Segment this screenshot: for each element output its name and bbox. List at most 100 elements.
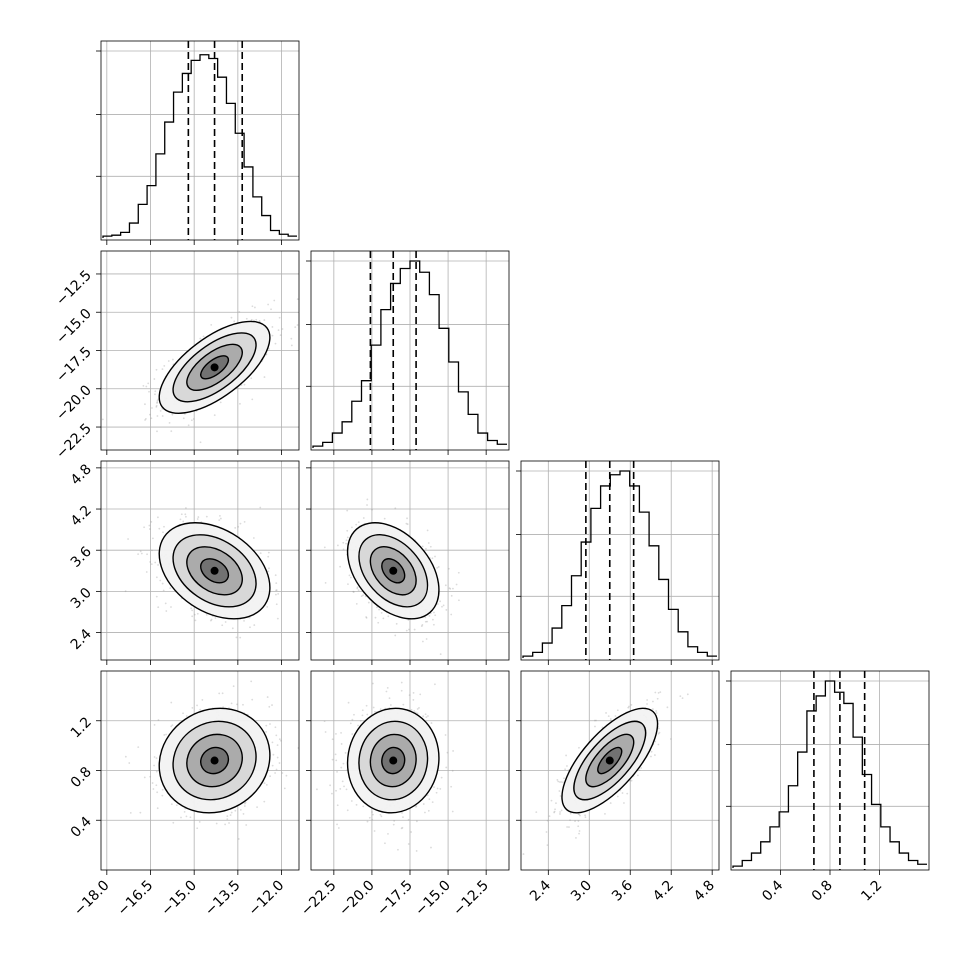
scatter-point <box>430 722 433 724</box>
scatter-point <box>276 756 279 759</box>
scatter-point <box>428 615 431 617</box>
scatter-point <box>434 683 436 686</box>
scatter-point <box>410 708 413 711</box>
scatter-point <box>609 718 612 720</box>
scatter-point <box>250 318 253 321</box>
scatter-point <box>155 368 158 371</box>
scatter-point <box>266 606 269 608</box>
x-tick-label: 4.2 <box>650 878 677 905</box>
scatter-point <box>187 424 190 427</box>
scatter-point <box>340 731 342 734</box>
scatter-point <box>335 732 337 735</box>
scatter-point <box>432 618 434 621</box>
scatter-point <box>209 619 212 622</box>
scatter-point <box>577 825 580 828</box>
scatter-point <box>654 740 657 743</box>
scatter-point <box>339 788 342 790</box>
scatter-point <box>101 418 104 421</box>
scatter-point <box>316 788 318 791</box>
x-tick-label: −17.5 <box>374 878 416 920</box>
scatter-point <box>162 531 164 534</box>
scatter-point <box>340 766 343 769</box>
y-tick-label: 2.4 <box>68 626 95 653</box>
scatter-point <box>386 686 389 689</box>
panel-1-0: −22.5−20.0−17.5−15.0−12.5 <box>53 250 300 462</box>
scatter-point <box>268 705 271 708</box>
scatter-point <box>383 517 386 520</box>
scatter-point <box>379 708 382 711</box>
scatter-point <box>449 587 452 590</box>
scatter-point <box>394 634 397 637</box>
scatter-point <box>337 544 339 547</box>
scatter-point <box>202 335 205 338</box>
scatter-point <box>450 594 453 597</box>
scatter-point <box>372 813 374 816</box>
scatter-point <box>425 716 428 719</box>
scatter-point <box>184 507 187 509</box>
scatter-point <box>434 555 436 558</box>
scatter-point <box>323 546 326 549</box>
histogram-1 <box>312 260 507 448</box>
x-tick-label: 1.2 <box>858 878 885 905</box>
scatter-point <box>458 599 460 602</box>
scatter-point <box>574 820 576 823</box>
scatter-point <box>137 746 140 749</box>
scatter-point <box>555 802 557 805</box>
scatter-point <box>149 413 151 416</box>
scatter-point <box>346 809 349 812</box>
panel-frame <box>310 460 510 661</box>
scatter-point <box>239 636 242 639</box>
scatter-point <box>560 781 563 783</box>
x-tick-label: 2.4 <box>527 877 554 904</box>
scatter-point <box>416 708 419 710</box>
density-peak <box>389 756 398 765</box>
scatter-point <box>355 803 358 806</box>
scatter-point <box>371 682 374 685</box>
scatter-point <box>277 593 280 595</box>
scatter-point <box>559 813 561 815</box>
scatter-point <box>245 317 248 320</box>
scatter-point <box>385 690 388 693</box>
scatter-point <box>376 606 378 609</box>
scatter-point <box>650 750 653 753</box>
scatter-point <box>681 697 684 700</box>
y-tick-label: 4.8 <box>68 461 95 488</box>
scatter-point <box>357 521 360 524</box>
scatter-point <box>165 610 168 612</box>
scatter-point <box>263 782 266 785</box>
scatter-point <box>157 606 160 609</box>
scatter-point <box>157 564 159 566</box>
scatter-point <box>276 617 279 620</box>
scatter-point <box>402 816 404 818</box>
scatter-point <box>276 744 279 747</box>
contour-line <box>346 522 440 620</box>
scatter-point <box>243 383 246 386</box>
scatter-point <box>433 611 435 614</box>
scatter-point <box>650 755 652 758</box>
scatter-point <box>347 701 350 704</box>
scatter-point <box>434 614 437 617</box>
scatter-point <box>267 570 270 573</box>
scatter-point <box>422 803 425 805</box>
scatter-point <box>152 537 154 540</box>
scatter-point <box>245 824 248 826</box>
scatter-point <box>339 565 341 568</box>
scatter-point <box>578 813 581 816</box>
scatter-point <box>364 595 367 598</box>
histogram-2 <box>522 470 717 658</box>
panel-2-0: 2.4 3.0 3.6 4.2 4.8 <box>68 460 300 665</box>
x-tick-label: −18.0 <box>71 878 113 920</box>
scatter-point <box>251 398 254 401</box>
scatter-point <box>657 732 660 735</box>
scatter-point <box>271 326 274 328</box>
scatter-point <box>185 815 188 818</box>
scatter-point <box>427 542 430 544</box>
scatter-point <box>198 821 201 823</box>
scatter-point <box>275 768 278 771</box>
scatter-point <box>402 703 405 706</box>
scatter-point <box>405 629 408 632</box>
scatter-point <box>352 591 355 593</box>
scatter-point <box>654 754 656 756</box>
scatter-point <box>584 816 587 819</box>
scatter-point <box>522 853 525 855</box>
